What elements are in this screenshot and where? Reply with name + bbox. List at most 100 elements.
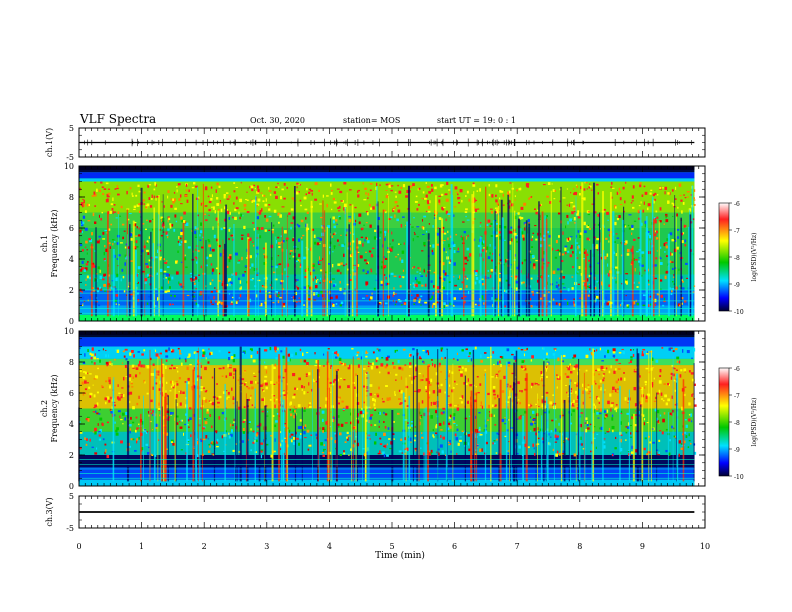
spectrogram-cell <box>679 252 682 254</box>
spectrogram-cell <box>303 426 306 429</box>
spectrogram-cell <box>281 391 285 395</box>
spectrogram-cell <box>641 194 644 197</box>
spectrogram-cell <box>238 211 240 215</box>
spectrogram-cell <box>193 351 197 354</box>
spectrogram-cell <box>383 432 386 436</box>
spectrogram-cell <box>317 293 320 298</box>
spectrogram-cell <box>570 201 574 204</box>
spectrogram-cell <box>667 201 670 204</box>
spectrogram-cell <box>369 298 371 301</box>
spectrogram-cell <box>555 284 559 289</box>
spectrogram-cell <box>570 236 573 238</box>
spectrogram-cell <box>655 359 659 363</box>
spectrogram-cell <box>348 454 350 457</box>
spectrogram-cell <box>535 238 538 241</box>
spectrogram-cell <box>93 356 97 360</box>
spectrogram-cell <box>631 414 634 418</box>
spectrogram-cell <box>418 203 420 206</box>
spectrogram-cell <box>665 219 669 223</box>
spectrogram-cell <box>439 184 443 188</box>
spectrogram-cell <box>233 368 237 372</box>
spectrogram-cell <box>676 246 679 250</box>
spectrogram-cell <box>514 376 517 379</box>
spectrogram-cell <box>415 301 417 305</box>
spectrogram-cell <box>522 281 525 284</box>
spectrogram-cell <box>665 245 669 249</box>
spectrogram-cell <box>458 366 462 368</box>
spectrogram-cell <box>103 188 107 190</box>
spectrogram-cell <box>398 275 401 278</box>
spectrogram-cell <box>546 352 548 356</box>
spectrogram-cell <box>228 278 232 281</box>
spectrogram-cell <box>490 269 494 272</box>
spectrogram-cell <box>179 357 181 360</box>
spectrogram-cell <box>589 183 591 185</box>
spectrogram-cell <box>584 387 587 392</box>
spectrogram-cell <box>177 347 180 350</box>
spectrogram-cell <box>547 274 550 278</box>
spectrogram-cell <box>661 431 664 435</box>
spectrogram-cell <box>458 288 462 291</box>
spectrogram-cell <box>249 380 253 384</box>
spectrogram-cell <box>146 203 150 207</box>
spectrogram-cell <box>275 357 278 360</box>
spectrogram-cell <box>550 436 552 438</box>
spectrogram-cell <box>324 439 327 442</box>
spectrogram-cell <box>315 291 318 295</box>
spectrogram-cell <box>570 387 573 391</box>
spectrogram-cell <box>674 348 678 351</box>
spectrogram-cell <box>596 281 599 283</box>
spectrogram-cell <box>109 288 112 291</box>
spectrogram-cell <box>303 391 306 395</box>
spectrogram-cell <box>573 192 576 195</box>
spectrogram-cell <box>514 358 517 362</box>
spectrogram-cell <box>218 350 221 353</box>
frequency-band <box>79 290 695 306</box>
spectrogram-cell <box>189 272 193 275</box>
spectrogram-cell <box>442 262 445 266</box>
spectrogram-cell <box>539 233 542 236</box>
spectrogram-cell <box>298 377 302 381</box>
spectrogram-cell <box>516 452 519 455</box>
spectrogram-cell <box>114 414 116 417</box>
spectrogram-cell <box>249 255 253 259</box>
spectrogram-cell <box>162 225 165 229</box>
spectrogram-cell <box>295 408 297 410</box>
spectrogram-cell <box>422 374 424 378</box>
spectrogram-cell <box>180 362 183 366</box>
spectrogram-cell <box>673 248 677 253</box>
spectrogram-cell <box>88 276 92 280</box>
spectrogram-cell <box>183 257 187 261</box>
spectrogram-cell <box>86 416 90 418</box>
spectrogram-cell <box>342 264 346 267</box>
frequency-band <box>79 337 695 347</box>
spectrogram-cell <box>164 261 168 265</box>
spectrogram-cell <box>365 211 368 213</box>
spectrogram-cell <box>532 292 535 296</box>
spectrogram-cell <box>452 386 455 389</box>
spectrogram-cell <box>111 280 114 282</box>
spectrogram-cell <box>521 367 525 370</box>
spectrogram-cell <box>266 411 269 413</box>
spectrogram-cell <box>189 363 192 366</box>
spectrogram-cell <box>89 394 92 398</box>
spectrogram-cell <box>440 383 443 387</box>
spectrogram-cell <box>253 375 257 377</box>
spectrogram-cell <box>338 216 342 220</box>
spectrogram-cell <box>204 205 208 207</box>
spectrogram-cell <box>232 376 235 379</box>
spectrogram-cell <box>441 451 445 454</box>
spectrogram-cell <box>330 437 334 440</box>
spectrogram-cell <box>634 403 637 407</box>
spectrogram-cell <box>110 286 113 290</box>
spectrogram-cell <box>357 194 360 198</box>
spectrogram-cell <box>493 414 495 417</box>
spectrogram-cell <box>198 279 200 282</box>
spectrogram-cell <box>102 193 105 196</box>
spectrogram-cell <box>432 244 435 248</box>
spectrogram-cell <box>414 277 417 281</box>
spectrogram-cell <box>248 298 252 303</box>
spectrogram-cell <box>265 370 268 374</box>
spectrogram-cell <box>420 275 424 278</box>
spectrogram-cell <box>671 425 673 429</box>
